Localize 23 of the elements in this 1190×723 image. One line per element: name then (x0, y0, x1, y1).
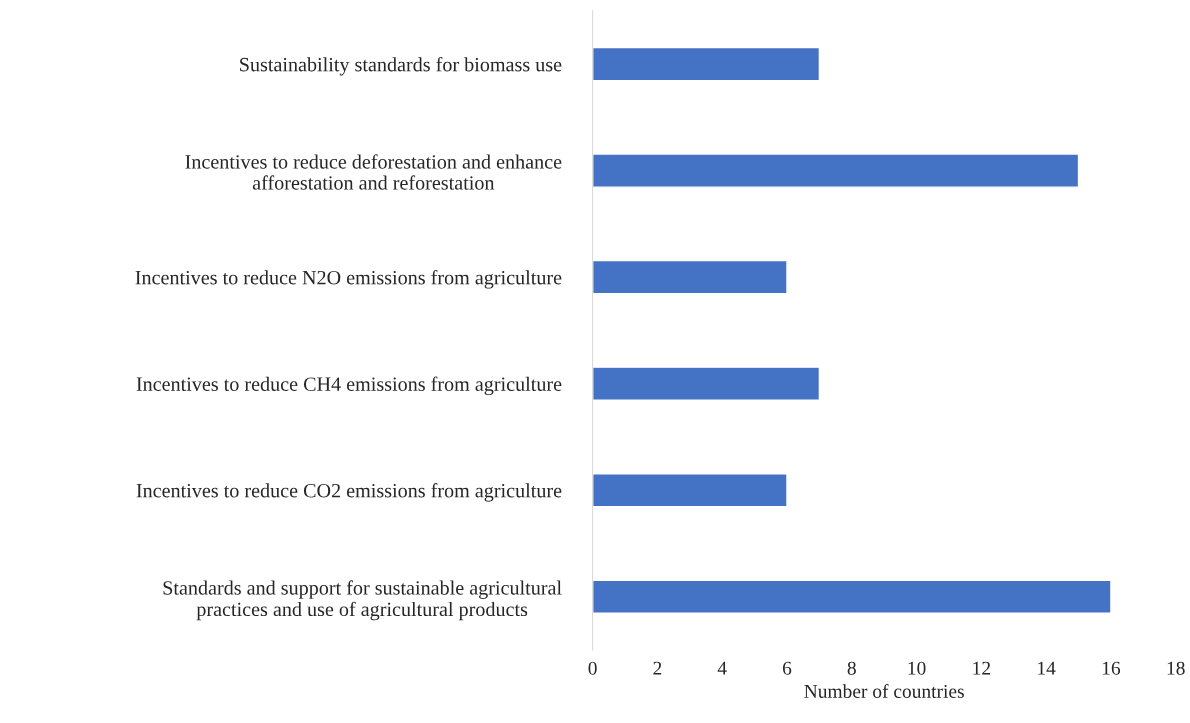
y-tick-label: Incentives to reduce CH4 emissions from agriculture (136, 376, 562, 396)
bar (592, 472, 788, 508)
x-tick-label: 8 (847, 661, 856, 675)
bar (592, 579, 1112, 614)
bar (592, 366, 821, 401)
x-tick-label: 16 (1102, 661, 1121, 675)
y-tick-label: Sustainability standards for biomass use (240, 57, 562, 76)
x-tick-label: 14 (1038, 661, 1056, 675)
y-tick-label: Incentives to reduce deforestation and enhance afforestation and reforestation (185, 154, 562, 190)
x-tick-label: 6 (782, 661, 792, 675)
y-tick-label: Incentives to reduce CO2 emissions from agriculture (136, 483, 562, 502)
x-tick-label: 0 (588, 661, 597, 675)
y-tick-label: Standards and support for sustainable agricultural practices and use of agricultural products (163, 580, 562, 621)
x-tick-label: 18 (1167, 661, 1185, 675)
x-tick-label: 12 (973, 661, 990, 675)
x-tick-label: 4 (717, 661, 727, 675)
bar (592, 259, 788, 295)
x-axis-title: Number of countries (804, 684, 964, 698)
bar (592, 46, 821, 82)
y-tick-label: Incentives to reduce N2O emissions from agriculture (135, 270, 562, 289)
x-tick-label: 10 (908, 661, 926, 675)
bar (592, 153, 1080, 188)
x-tick-label: 2 (653, 661, 662, 675)
